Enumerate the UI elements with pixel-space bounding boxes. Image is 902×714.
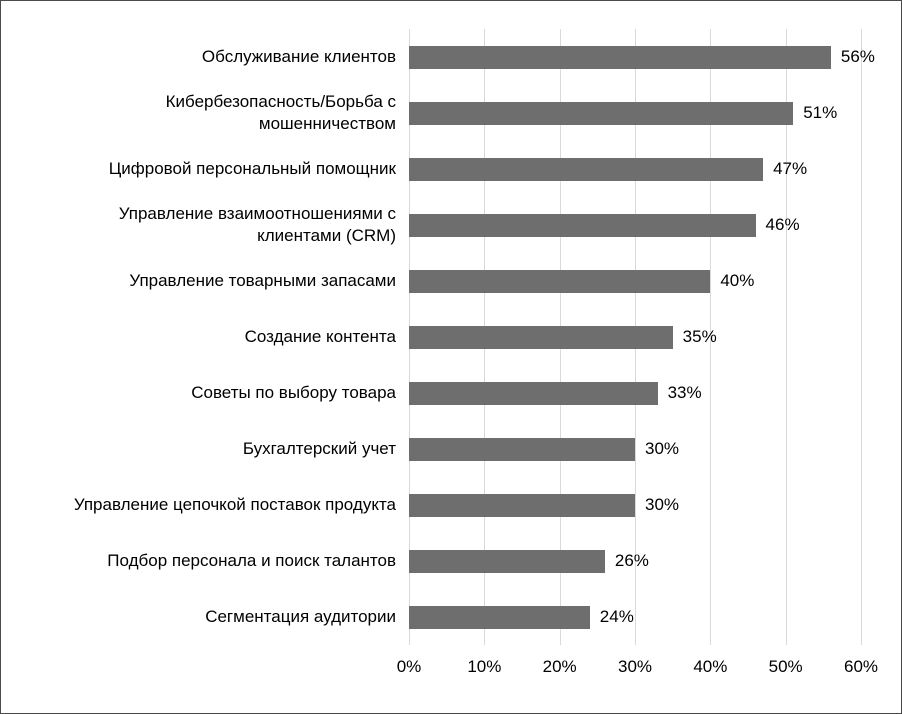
bar-area: 26% (409, 533, 861, 589)
bar-area: 30% (409, 421, 861, 477)
category-label: Управление цепочкой поставок продукта (73, 494, 396, 514)
bar-area: 24% (409, 589, 861, 645)
x-axis-tick-label: 20% (542, 657, 577, 676)
x-axis-tick-label: 40% (693, 657, 728, 676)
bar (409, 101, 794, 125)
category-label: Кибербезопасность/Борьба с мошенничество… (165, 91, 396, 133)
value-label: 51% (803, 103, 838, 122)
chart-row: Создание контента 35% (1, 309, 861, 365)
value-label: 47% (773, 159, 808, 178)
bar-area: 56% (409, 29, 875, 85)
category-label: Управление товарными запасами (129, 270, 396, 290)
category-label: Цифровой персональный помощник (108, 158, 396, 178)
bar-area: 33% (409, 365, 861, 421)
x-axis-tick-label: 50% (768, 657, 803, 676)
chart-row: Бухгалтерский учет 30% (1, 421, 861, 477)
value-label: 24% (599, 607, 634, 626)
category-label: Подбор персонала и поиск талантов (107, 550, 396, 570)
x-axis-tick-label: 0% (396, 657, 422, 676)
bar (409, 269, 711, 293)
category-label: Управление взаимоотношениями с клиентами… (118, 203, 396, 245)
chart-row: Цифровой персональный помощник 47% (1, 141, 861, 197)
gridline (785, 29, 787, 645)
bar-area: 30% (409, 477, 861, 533)
chart-row: Управление взаимоотношениями с клиентами… (1, 197, 861, 253)
bar (409, 605, 590, 629)
bar (409, 381, 658, 405)
chart-row: Советы по выбору товара 33% (1, 365, 861, 421)
chart-row: Обслуживание клиентов 56% (1, 29, 875, 85)
chart-row: Подбор персонала и поиск талантов 26% (1, 533, 861, 589)
x-axis: 0% 10% 20% 30% 40% 50% 60% (397, 657, 878, 681)
bar (409, 549, 605, 573)
bar-area: 51% (409, 85, 861, 141)
bar-area: 35% (409, 309, 861, 365)
bar-area: 40% (409, 253, 861, 309)
category-label: Бухгалтерский учет (242, 438, 396, 458)
chart-row: Управление цепочкой поставок продукта 30% (1, 477, 861, 533)
bar (409, 45, 831, 69)
chart-rows: Обслуживание клиентов 56% Кибербезопасност… (1, 29, 875, 645)
category-label: Обслуживание клиентов (201, 46, 396, 66)
bar-area: 46% (409, 197, 861, 253)
x-axis-tick-label: 60% (843, 657, 879, 676)
value-label: 26% (614, 551, 649, 570)
category-label: Сегментация аудитории (205, 606, 396, 626)
value-label: 56% (840, 47, 875, 66)
gridline (861, 29, 862, 645)
bar (409, 213, 756, 237)
chart-row: Кибербезопасность/Борьба с мошенничество… (1, 85, 861, 141)
value-label: 35% (682, 327, 717, 346)
bar (409, 325, 673, 349)
x-axis-tick-label: 10% (467, 657, 502, 676)
bar (409, 157, 764, 181)
value-label: 46% (765, 215, 800, 234)
chart-row: Сегментация аудитории 24% (1, 589, 861, 645)
gridline (710, 29, 712, 645)
x-axis-tick-label: 30% (617, 657, 653, 676)
value-label: 30% (645, 495, 680, 514)
bar-area: 47% (409, 141, 861, 197)
bar (409, 493, 635, 517)
bar (409, 437, 635, 461)
value-label: 40% (720, 271, 755, 290)
value-label: 33% (667, 383, 702, 402)
chart-row: Управление товарными запасами 40% (1, 253, 861, 309)
category-label: Советы по выбору товара (191, 382, 396, 402)
category-label: Создание контента (244, 326, 396, 346)
value-label: 30% (645, 439, 680, 458)
